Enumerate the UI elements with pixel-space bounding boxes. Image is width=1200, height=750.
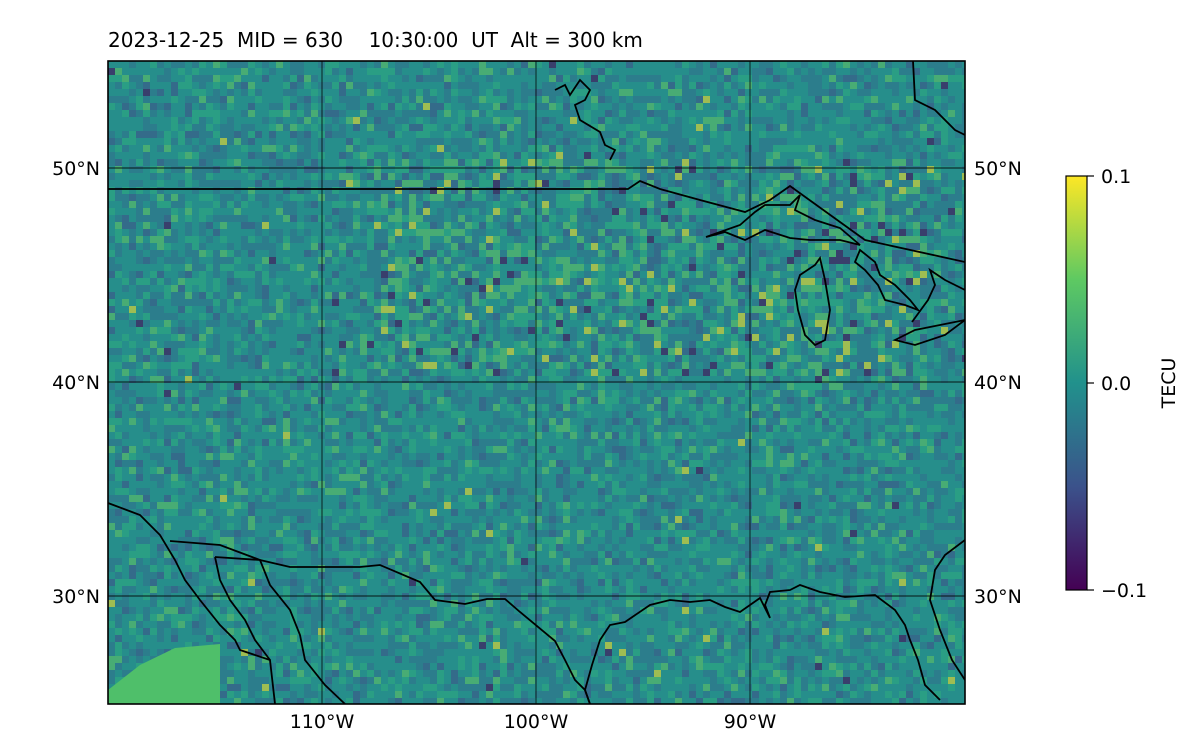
lat-tick-label-40n-right: 40°N: [974, 372, 1022, 394]
lat-tick-labels-left: 50°N 40°N 30°N: [52, 158, 100, 608]
colorbar-tick-label-neg0.1: −0.1: [1101, 580, 1147, 602]
map-panel: [107, 60, 966, 705]
coastlines-and-borders: [108, 61, 965, 704]
lake-erie-ontario: [892, 319, 965, 346]
map-title: 2023-12-25 MID = 630 10:30:00 UT Alt = 3…: [108, 28, 643, 52]
gulf-coast: [584, 584, 941, 704]
florida-coast: [929, 539, 965, 681]
colorbar-tick-label-0.1: 0.1: [1101, 166, 1131, 188]
lat-tick-label-30n-right: 30°N: [974, 586, 1022, 608]
lon-tick-label-110w: 110°W: [290, 711, 355, 733]
tec-raster: [108, 61, 965, 704]
lon-tick-label-100w: 100°W: [504, 711, 569, 733]
lat-tick-label-50n-right: 50°N: [974, 158, 1022, 180]
great-lakes-region-coast: [911, 267, 965, 323]
pacific-coast: [108, 502, 276, 704]
flat-region-patch: [108, 644, 220, 704]
lat-tick-label-50n-left: 50°N: [52, 158, 100, 180]
map-frame: [107, 60, 966, 705]
lake-superior: [705, 194, 861, 246]
colorbar-gradient: [1065, 175, 1088, 591]
colorbar: 0.1 0.0 −0.1 TECU: [1065, 166, 1180, 602]
baja-california-coast: [214, 556, 271, 661]
hudson-bay-coast: [554, 78, 617, 161]
lat-tick-labels-right: 50°N 40°N 30°N: [974, 158, 1022, 608]
lake-huron: [853, 248, 921, 313]
lon-tick-label-90w: 90°W: [724, 711, 777, 733]
northeast-coast: [912, 61, 965, 136]
colorbar-tick-label-0.0: 0.0: [1101, 373, 1131, 395]
lat-tick-label-30n-left: 30°N: [52, 586, 100, 608]
lat-tick-label-40n-left: 40°N: [52, 372, 100, 394]
lon-tick-labels: 110°W 100°W 90°W: [290, 711, 777, 733]
us-mexico-border: [169, 540, 591, 704]
us-canada-border: [108, 179, 965, 263]
lake-michigan: [794, 255, 831, 347]
colorbar-label: TECU: [1158, 358, 1180, 410]
graticule: [108, 61, 965, 704]
